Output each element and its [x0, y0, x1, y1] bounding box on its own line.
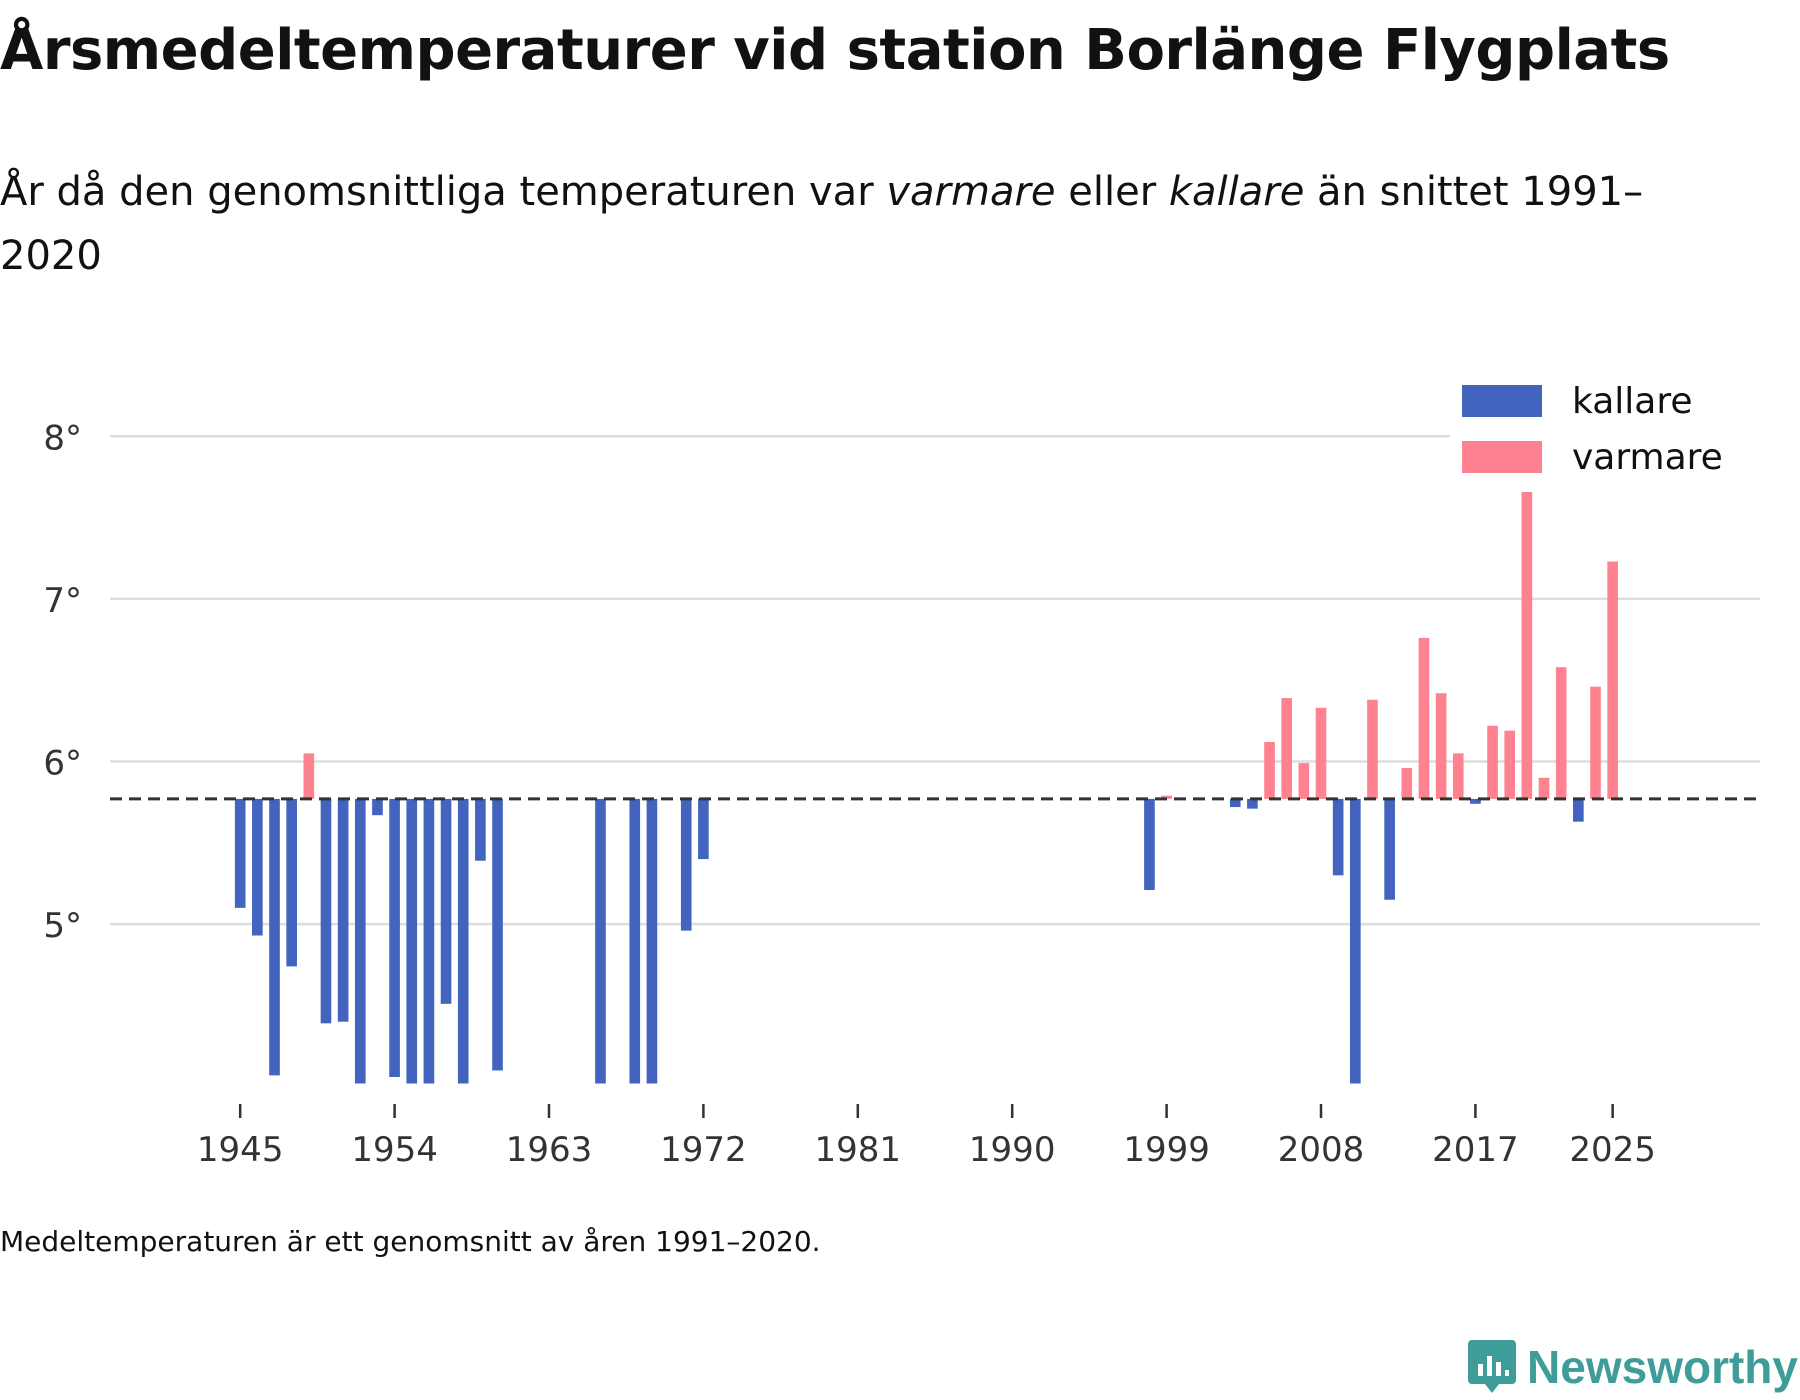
x-tick-label: 2017: [1432, 1130, 1519, 1170]
bar: [1264, 741, 1275, 799]
bar: [1229, 798, 1241, 808]
brand-logo: Newsworthy: [1467, 1338, 1798, 1396]
x-tick-label: 2025: [1569, 1130, 1656, 1170]
subtitle-prefix: År då den genomsnittliga temperaturen va…: [0, 169, 887, 215]
y-tick-label: 6°: [43, 744, 82, 784]
bar: [595, 798, 606, 1084]
x-tick-label: 1963: [506, 1130, 593, 1170]
bar: [1144, 798, 1155, 890]
bar: [1384, 798, 1395, 900]
bar: [1161, 795, 1172, 799]
legend-swatch-varmare: [1462, 441, 1542, 473]
brand-name: Newsworthy: [1527, 1341, 1798, 1393]
bar: [372, 798, 383, 816]
bar: [389, 798, 400, 1077]
x-tick-label: 1990: [969, 1130, 1056, 1170]
bar: [423, 798, 435, 1084]
y-tick-label: 8°: [43, 418, 82, 458]
bar: [337, 798, 349, 1022]
bar: [1418, 637, 1430, 799]
legend-swatch-kallare: [1462, 385, 1542, 417]
chart-title: Årsmedeltemperaturer vid station Borläng…: [0, 18, 1670, 83]
legend: kallare varmare: [1450, 381, 1760, 492]
legend-label-varmare: varmare: [1572, 437, 1723, 478]
newsworthy-logo-icon: [1468, 1340, 1517, 1393]
bar: [1555, 667, 1567, 799]
temperature-bar-chart: 5° 6° 7° 8° 1945 1954 1963 1972 1981 1990 1999 200…: [43, 381, 1760, 1170]
subtitle-middle: eller: [1055, 169, 1169, 215]
y-axis-tick-labels: 5° 6° 7° 8°: [43, 418, 82, 946]
bar: [492, 798, 503, 1071]
bar: [303, 753, 315, 799]
y-tick-label: 7°: [43, 581, 82, 621]
bar: [646, 798, 658, 1084]
x-tick-label: 2008: [1278, 1130, 1365, 1170]
x-axis: 1945 1954 1963 1972 1981 1990 1999 2008 2017 2025: [197, 1104, 1656, 1170]
legend-label-kallare: kallare: [1572, 381, 1693, 422]
bar: [1521, 491, 1533, 799]
bar: [1281, 698, 1293, 799]
subtitle-suffix: än snittet 1991–2020: [0, 169, 1644, 279]
x-tick-label: 1954: [351, 1130, 438, 1170]
bar: [1332, 798, 1344, 876]
bar: [457, 798, 469, 1084]
bar: [252, 798, 263, 936]
x-tick-label: 1999: [1123, 1130, 1210, 1170]
bar: [1367, 699, 1378, 799]
bar: [1504, 730, 1516, 799]
x-tick-label: 1981: [815, 1130, 902, 1170]
bar: [1298, 763, 1310, 799]
bar: [1607, 561, 1618, 799]
bar: [1590, 686, 1601, 799]
bar: [234, 798, 246, 908]
x-tick-label: 1945: [197, 1130, 284, 1170]
bar: [269, 798, 280, 1076]
subtitle-warm-word: varmare: [886, 169, 1056, 215]
bar: [1435, 693, 1447, 799]
bar: [1401, 768, 1413, 799]
footnote: Medeltemperaturen är ett genomsnitt av å…: [0, 1225, 821, 1258]
bar: [320, 798, 332, 1024]
bar: [698, 798, 709, 860]
subtitle-cold-word: kallare: [1168, 169, 1305, 215]
bar: [1247, 798, 1258, 809]
bar: [406, 798, 418, 1084]
bar: [354, 798, 366, 1084]
bar: [475, 798, 486, 861]
bar: [1470, 798, 1481, 804]
bars: [234, 491, 1618, 1084]
bar: [1349, 798, 1361, 1084]
x-tick-label: 1972: [660, 1130, 747, 1170]
bar: [1315, 707, 1327, 799]
bar: [286, 798, 297, 967]
y-tick-label: 5°: [43, 906, 82, 946]
bar: [1452, 753, 1464, 799]
bar: [1573, 798, 1584, 822]
bar: [1487, 725, 1498, 799]
bar: [440, 798, 452, 1004]
bar: [680, 798, 692, 931]
chart-subtitle: År då den genomsnittliga temperaturen va…: [0, 160, 1700, 288]
bar: [629, 798, 641, 1084]
bar: [1538, 777, 1550, 799]
